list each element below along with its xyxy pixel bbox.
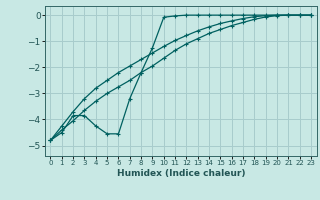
X-axis label: Humidex (Indice chaleur): Humidex (Indice chaleur) (116, 169, 245, 178)
